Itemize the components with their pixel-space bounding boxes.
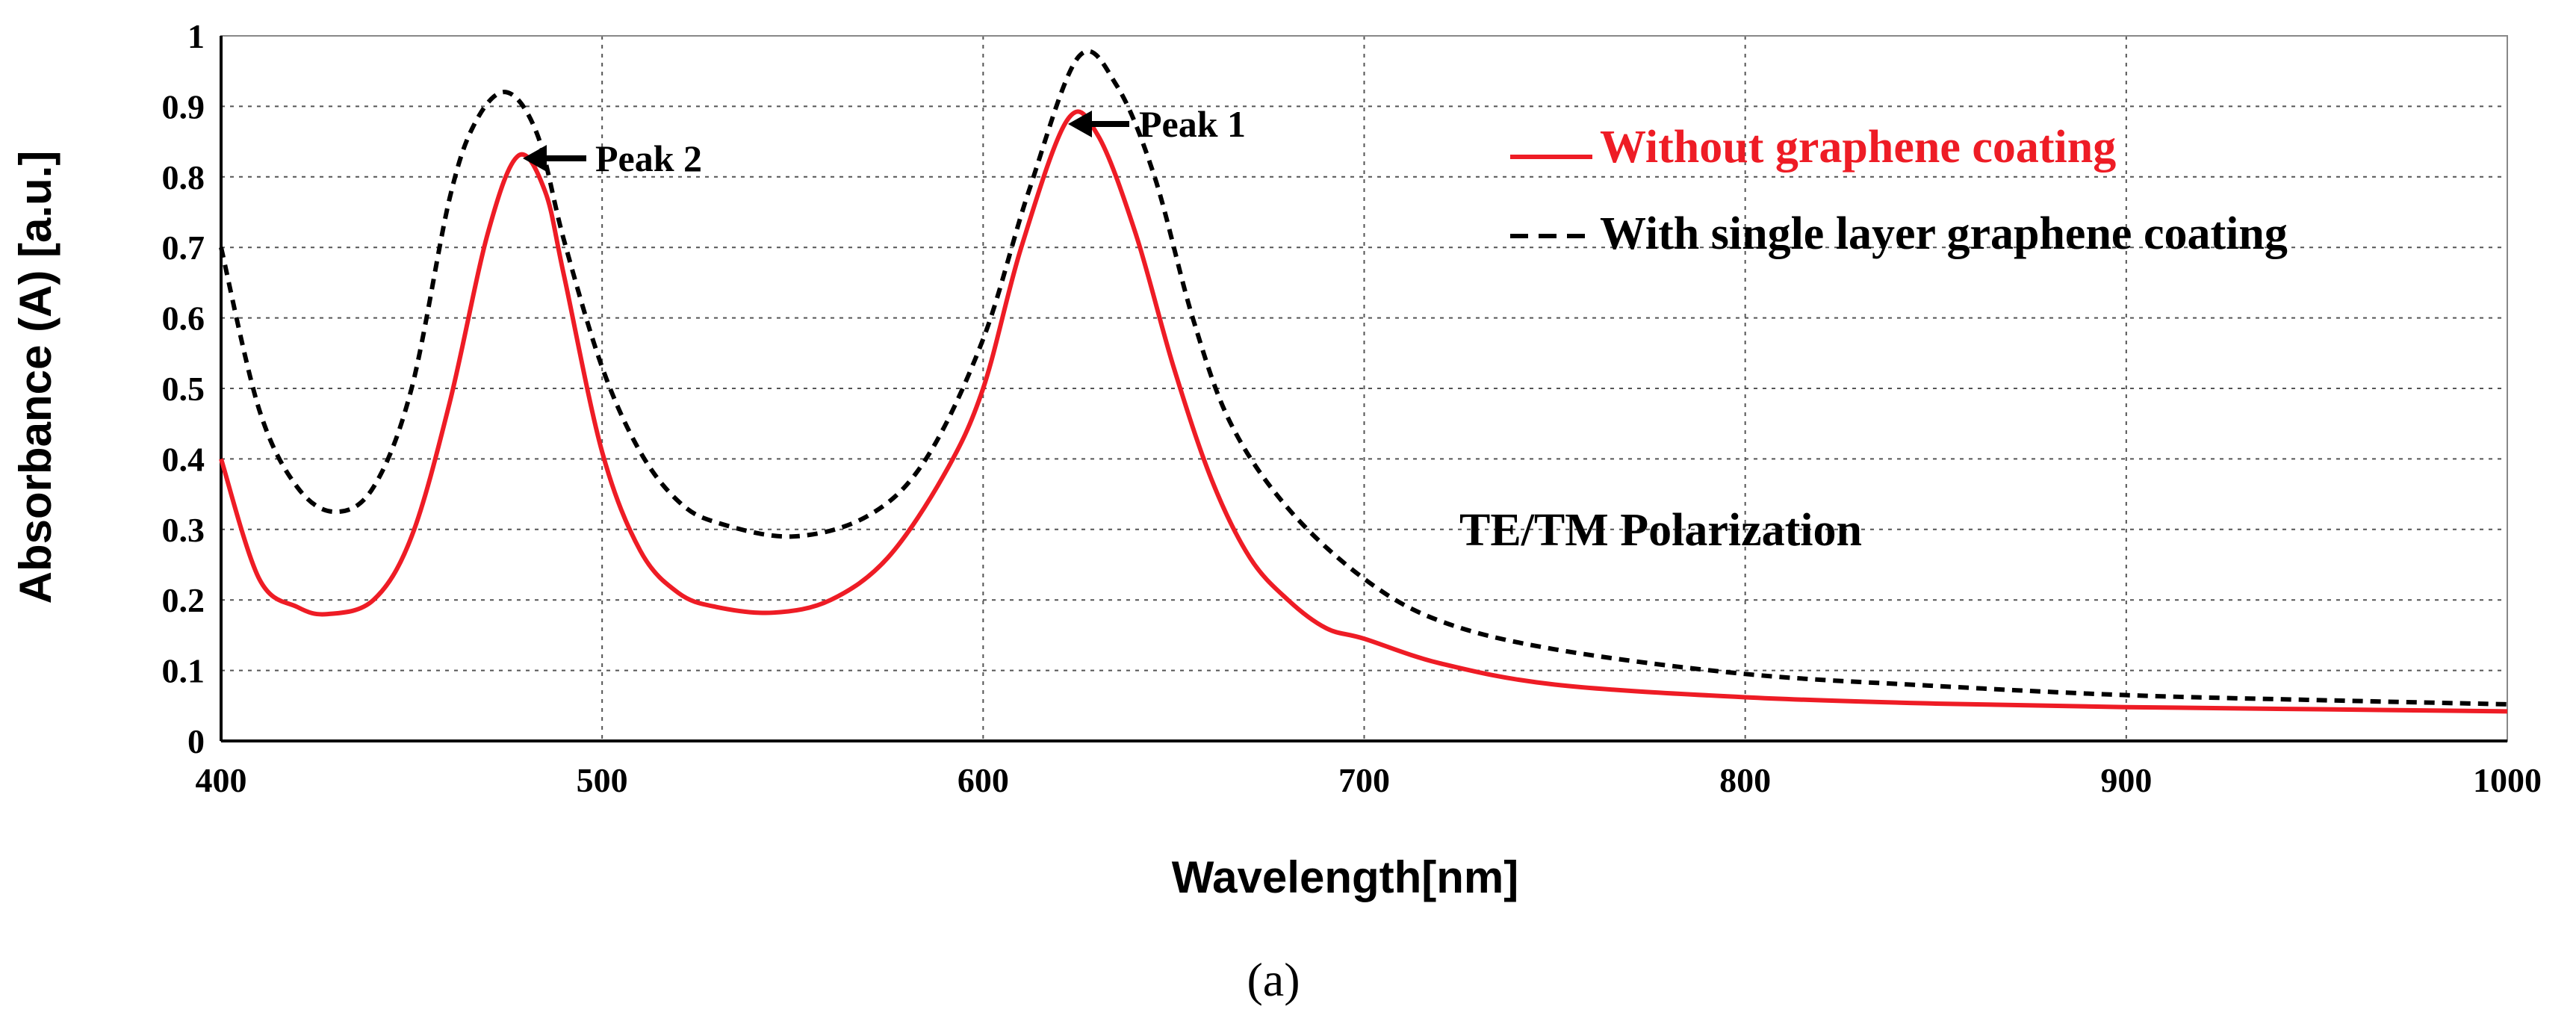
axes <box>220 35 2508 742</box>
figure-caption: (a) <box>1247 953 1300 1006</box>
legend: Without graphene coating With single lay… <box>1510 122 2288 259</box>
peak-2-label: Peak 2 <box>595 137 702 179</box>
x-tick-label: 500 <box>577 761 628 799</box>
y-tick-label: 0.9 <box>162 87 205 125</box>
series-line-without-coating <box>219 109 2508 714</box>
peak-1-arrow-head <box>1068 111 1092 137</box>
y-tick-label: 0.3 <box>162 511 205 549</box>
y-tick-label: 0.7 <box>162 229 205 267</box>
y-tick-label: 0.2 <box>162 581 205 619</box>
x-tick-label: 700 <box>1338 761 1390 799</box>
legend-label-without-coating: Without graphene coating <box>1600 122 2116 173</box>
y-tick-label: 0.6 <box>162 300 205 338</box>
y-tick-label: 0 <box>187 722 205 760</box>
x-tick-label: 800 <box>1719 761 1771 799</box>
x-axis-label: Wavelength[nm] <box>1172 852 1518 902</box>
series-lines <box>219 49 2508 714</box>
x-tick-label: 900 <box>2100 761 2152 799</box>
legend-label-with-coating: With single layer graphene coating <box>1600 208 2288 259</box>
x-tick-label: 600 <box>958 761 1009 799</box>
y-tick-label: 1 <box>187 17 205 55</box>
y-tick-label: 0.4 <box>162 440 205 478</box>
peak-1-annotation: Peak 1 <box>1068 103 1246 145</box>
x-tick-label: 1000 <box>2473 761 2542 799</box>
peak-1-label: Peak 1 <box>1139 103 1246 145</box>
polarization-label: TE/TM Polarization <box>1459 505 1862 556</box>
y-tick-label: 0.8 <box>162 158 205 196</box>
y-tick-label: 0.1 <box>162 652 205 690</box>
x-tick-labels: 400 500 600 700 800 900 1000 <box>196 761 2542 799</box>
x-tick-label: 400 <box>196 761 247 799</box>
peak-2-annotation: Peak 2 <box>523 137 702 179</box>
grid-lines <box>221 35 2508 741</box>
y-tick-label: 0.5 <box>162 370 205 408</box>
y-tick-labels: 0 0.1 0.2 0.3 0.4 0.5 0.6 0.7 0.8 0.9 1 <box>162 17 205 760</box>
peak-2-arrow-head <box>523 145 547 172</box>
y-axis-label: Absorbance (A) [a.u.] <box>10 151 60 604</box>
